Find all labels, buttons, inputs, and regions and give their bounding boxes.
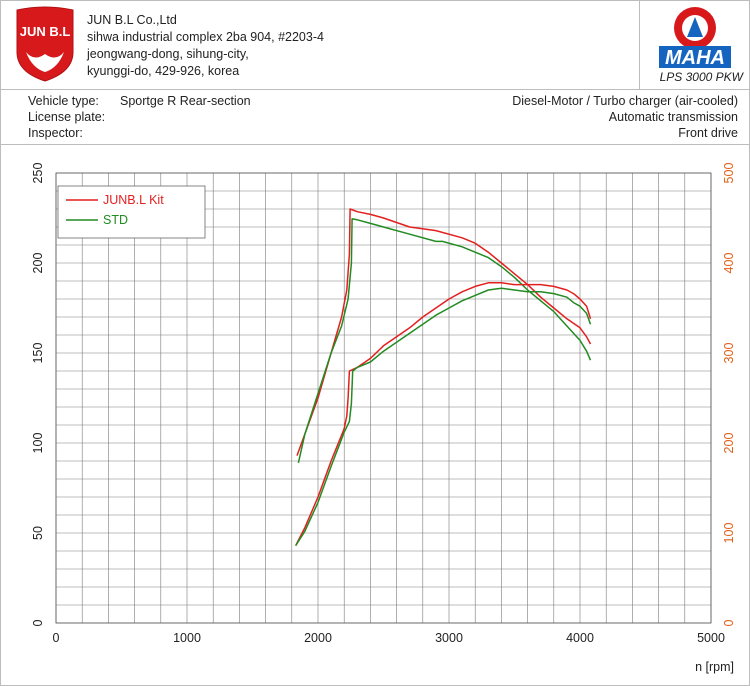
y-left-tick-label: 200 [31, 253, 45, 274]
y-right-tick-label: 300 [722, 343, 736, 364]
vehicle-type-label: Vehicle type: [28, 94, 99, 108]
x-tick-label: 5000 [697, 631, 725, 645]
x-tick-label: 2000 [304, 631, 332, 645]
y-left-tick-label: 50 [31, 526, 45, 540]
drive-type: Front drive [678, 126, 738, 140]
series-line-torque-std [297, 218, 592, 463]
x-tick-label: 4000 [566, 631, 594, 645]
y-right-tick-label: 500 [722, 163, 736, 184]
machine-model: LPS 3000 PKW [659, 70, 743, 84]
vehicle-info: Vehicle type: Sportge R Rear-section Lic… [0, 90, 750, 145]
x-tick-label: 0 [53, 631, 60, 645]
company-line: sihwa industrial complex 2ba 904, #2203-… [87, 30, 324, 44]
maha-logo-box [639, 0, 750, 89]
y-right-tick-label: 400 [722, 253, 736, 274]
y-right-tick-label: 100 [722, 523, 736, 544]
y-left-tick-label: 0 [31, 619, 45, 626]
chart-grid [55, 172, 712, 624]
junbl-logo: JUN B.L [16, 6, 74, 82]
junbl-logo-text: JUN B.L [20, 24, 71, 39]
company-address: JUN B.L Co.,Ltd sihwa industrial complex… [87, 12, 324, 80]
y-right-tick-label: 0 [722, 619, 736, 626]
x-tick-label: 3000 [435, 631, 463, 645]
company-line: jeongwang-dong, sihung-city, [87, 47, 249, 61]
y-right-tick-label: 200 [722, 433, 736, 454]
maha-logo: MAHA [659, 7, 731, 69]
y-left-tick-label: 150 [31, 343, 45, 364]
engine-type: Diesel-Motor / Turbo charger (air-cooled… [512, 94, 738, 108]
company-line: kyunggi-do, 429-926, korea [87, 64, 240, 78]
vehicle-type-value: Sportge R Rear-section [120, 94, 251, 108]
x-axis-label: n [rpm] [695, 660, 734, 674]
maha-logo-text: MAHA [665, 47, 725, 69]
y-left-tick-label: 250 [31, 163, 45, 184]
y-left-tick-label: 100 [31, 433, 45, 454]
plot-border [55, 172, 712, 624]
series-line-torque-junb-l-kit [296, 208, 592, 456]
series-line-power-std [295, 287, 592, 547]
chart-legend: JUNB.L Kit STD [57, 185, 206, 239]
license-plate-label: License plate: [28, 110, 106, 124]
inspector-label: Inspector: [28, 126, 83, 140]
legend-label: STD [103, 213, 128, 227]
transmission-type: Automatic transmission [608, 110, 738, 124]
legend-label: JUNB.L Kit [103, 193, 164, 207]
legend-box [57, 185, 206, 239]
report-header: JUN B.L JUN B.L Co.,Ltd sihwa industrial… [0, 0, 750, 90]
series-line-power-junb-l-kit [295, 282, 592, 546]
company-line: JUN B.L Co.,Ltd [87, 13, 177, 27]
chart-series [295, 208, 592, 547]
x-tick-label: 1000 [173, 631, 201, 645]
